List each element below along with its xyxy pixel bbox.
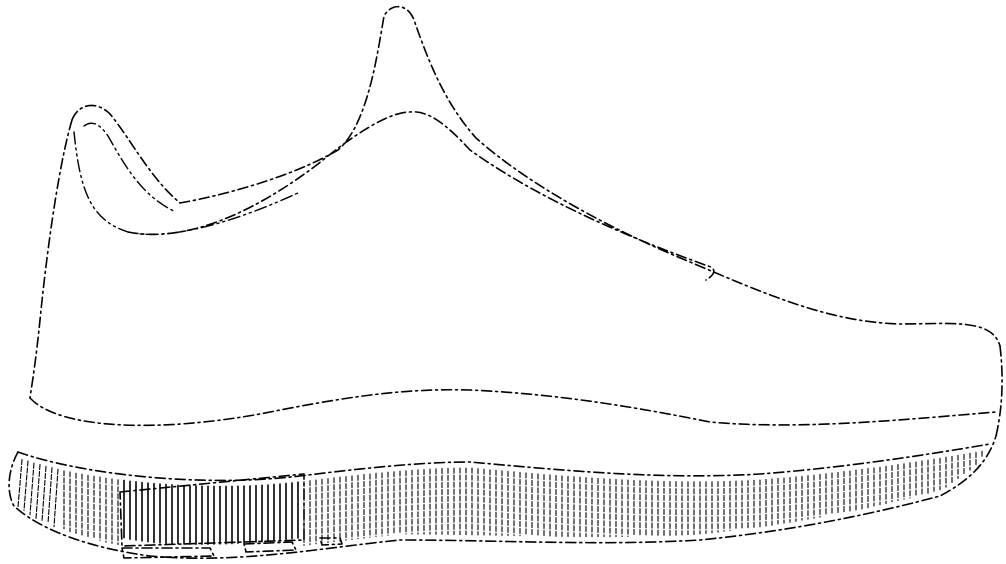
outsole-outer-contour xyxy=(8,435,997,559)
flex-groove-rib xyxy=(23,460,29,511)
midsole-top-seam xyxy=(29,388,997,427)
heel-collar-inner-2 xyxy=(73,131,301,236)
heel-block-outline xyxy=(119,473,305,547)
shoe-upper xyxy=(29,5,1003,437)
flex-groove-rib xyxy=(47,467,53,524)
midsole xyxy=(17,388,997,482)
tread-pad-2 xyxy=(243,541,297,553)
upper-outer-contour xyxy=(71,5,1001,347)
midsole-lower-line xyxy=(17,443,991,482)
flex-groove-rib xyxy=(53,468,59,528)
heel-flex-block xyxy=(119,473,305,547)
toe-front-edge xyxy=(995,345,1003,437)
flex-groove-rib xyxy=(41,465,47,522)
flex-groove-rib xyxy=(29,462,35,516)
tread-pad-3 xyxy=(319,537,343,546)
heel-collar-inner-1 xyxy=(83,122,177,213)
tread-pad-1 xyxy=(121,547,215,559)
flex-grooves xyxy=(17,450,983,546)
flex-groove-rib xyxy=(35,463,41,520)
outsole xyxy=(8,435,997,559)
throat-line xyxy=(127,111,715,281)
flex-groove-rib xyxy=(17,459,23,508)
heel-back-edge xyxy=(29,119,73,399)
